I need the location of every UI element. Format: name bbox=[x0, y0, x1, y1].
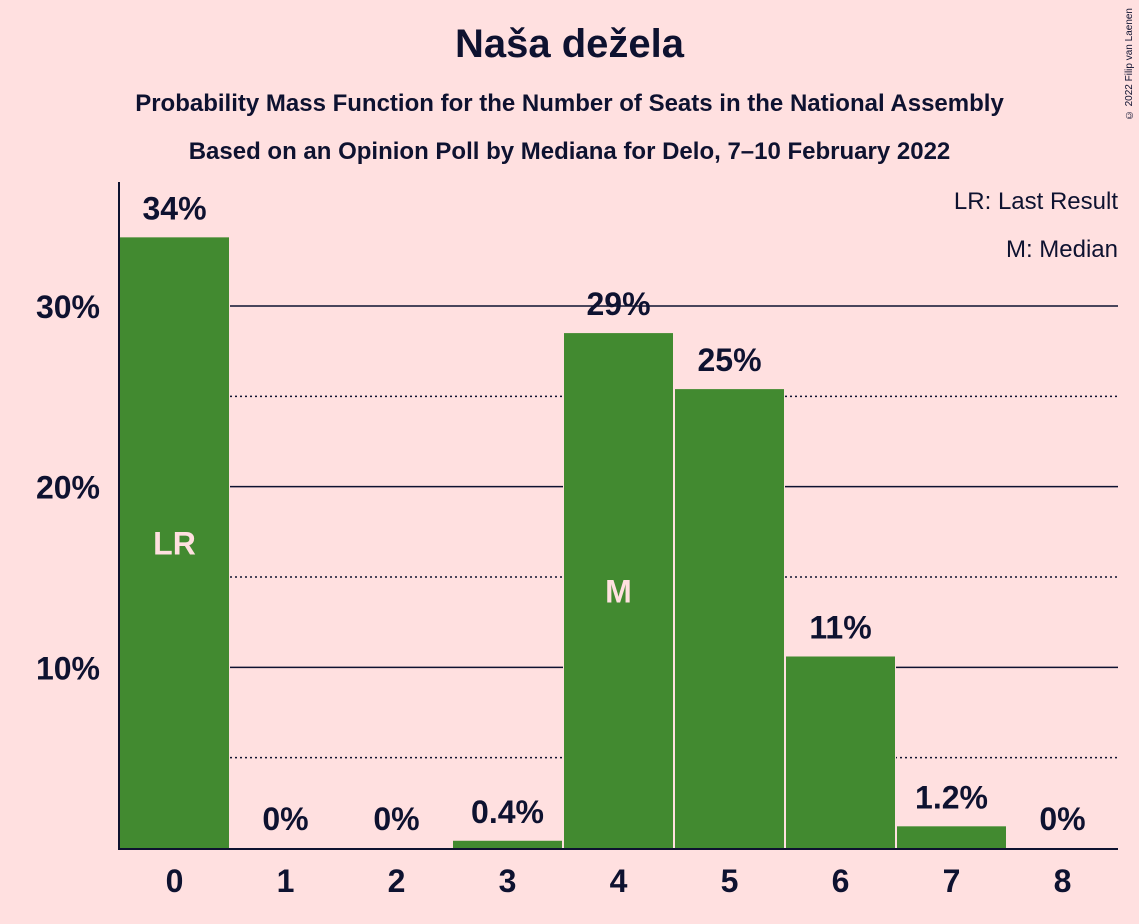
chart-title: Naša dežela bbox=[454, 22, 685, 66]
data-label: 11% bbox=[809, 609, 871, 645]
x-tick-label: 2 bbox=[388, 863, 406, 899]
y-tick-label: 20% bbox=[36, 470, 100, 506]
bar-seat-7 bbox=[897, 826, 1006, 848]
x-tick-label: 6 bbox=[832, 863, 850, 899]
chart-subtitle: Probability Mass Function for the Number… bbox=[135, 90, 1004, 117]
data-label: 0.4% bbox=[471, 794, 544, 830]
y-tick-label: 10% bbox=[36, 650, 100, 686]
bar-seat-3 bbox=[453, 840, 562, 848]
chart-source: Based on an Opinion Poll by Mediana for … bbox=[188, 138, 951, 165]
data-label: 0% bbox=[262, 801, 308, 837]
data-label: 1.2% bbox=[915, 779, 988, 815]
x-tick-label: 0 bbox=[166, 863, 184, 899]
bar-seat-6 bbox=[786, 656, 895, 848]
bar-marker-label: LR bbox=[153, 526, 196, 562]
x-tick-label: 4 bbox=[610, 863, 628, 899]
bars bbox=[119, 237, 1007, 849]
bar-seat-4 bbox=[564, 333, 673, 849]
gridlines bbox=[230, 305, 1118, 759]
data-label: 34% bbox=[142, 190, 206, 226]
x-tick-label: 5 bbox=[721, 863, 739, 899]
axes: 10% 20% 30% 0 1 2 3 4 5 6 7 8 bbox=[36, 182, 1118, 899]
legend-last-result: LR: Last Result bbox=[954, 188, 1118, 215]
legend-median: M: Median bbox=[1006, 236, 1118, 263]
x-tick-label: 1 bbox=[277, 863, 295, 899]
y-tick-label: 30% bbox=[36, 289, 100, 325]
x-tick-label: 3 bbox=[499, 863, 517, 899]
x-tick-label: 8 bbox=[1054, 863, 1072, 899]
data-label: 25% bbox=[697, 342, 761, 378]
bar-seat-0 bbox=[120, 237, 229, 848]
bar-seat-5 bbox=[675, 389, 784, 848]
x-tick-label: 7 bbox=[943, 863, 961, 899]
data-labels: 34% 0% 0% 0.4% 29% 25% 11% 1.2% 0% LR M bbox=[142, 190, 1085, 837]
data-label: 0% bbox=[373, 801, 419, 837]
bar-marker-label: M bbox=[605, 574, 632, 610]
data-label: 0% bbox=[1039, 801, 1085, 837]
data-label: 29% bbox=[586, 286, 650, 322]
